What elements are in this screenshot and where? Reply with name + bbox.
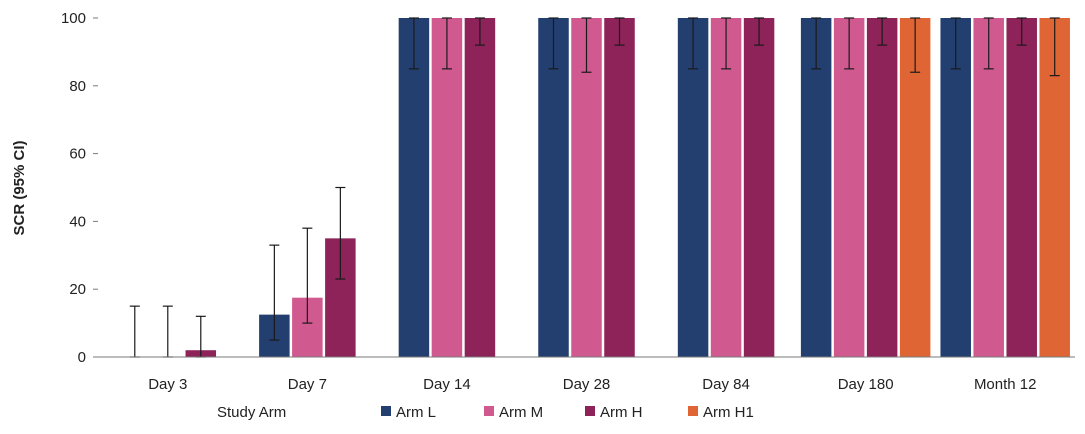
bar xyxy=(899,18,931,357)
legend-swatch xyxy=(484,406,494,416)
legend-label: Arm L xyxy=(396,404,436,421)
x-tick-label: Day 7 xyxy=(288,376,327,393)
bar xyxy=(538,18,569,357)
x-tick-label: Day 84 xyxy=(702,376,750,393)
y-tick-label: 20 xyxy=(69,281,86,298)
legend-swatch xyxy=(585,406,595,416)
x-tick-label: Day 14 xyxy=(423,376,471,393)
y-tick-label: 40 xyxy=(69,213,86,230)
x-tick-label: Day 180 xyxy=(838,376,894,393)
y-tick-label: 100 xyxy=(61,10,86,27)
legend-label: Arm H1 xyxy=(703,404,754,421)
y-tick-label: 80 xyxy=(69,78,86,95)
y-tick-label: 0 xyxy=(78,349,86,366)
bar xyxy=(464,18,496,357)
bar xyxy=(833,18,865,357)
bar xyxy=(604,18,635,357)
legend-label: Arm H xyxy=(600,404,643,421)
y-axis-label: SCR (95% CI) xyxy=(11,140,28,235)
bar xyxy=(743,18,775,357)
legend-label: Arm M xyxy=(499,404,543,421)
x-tick-label: Day 28 xyxy=(563,376,611,393)
bar xyxy=(973,18,1004,357)
bar xyxy=(710,18,742,357)
x-tick-label: Month 12 xyxy=(974,376,1037,393)
bar xyxy=(431,18,463,357)
bar xyxy=(800,18,832,357)
bar xyxy=(571,18,602,357)
legend: Study Arm Arm L Arm M Arm H Arm H1 xyxy=(217,404,754,421)
legend-title: Study Arm xyxy=(217,404,286,421)
bar xyxy=(677,18,709,357)
x-tick-label: Day 3 xyxy=(148,376,187,393)
legend-swatch xyxy=(688,406,698,416)
bars-group xyxy=(185,18,1070,357)
bar xyxy=(398,18,430,357)
y-axis-ticks: 0 20 40 60 80 100 xyxy=(61,10,98,366)
legend-swatch xyxy=(381,406,391,416)
y-tick-label: 60 xyxy=(69,146,86,163)
bar xyxy=(940,18,971,357)
bar xyxy=(866,18,898,357)
bar xyxy=(1006,18,1037,357)
x-axis-ticks: Day 3 Day 7 Day 14 Day 28 Day 84 Day 180 Month… xyxy=(148,376,1036,393)
